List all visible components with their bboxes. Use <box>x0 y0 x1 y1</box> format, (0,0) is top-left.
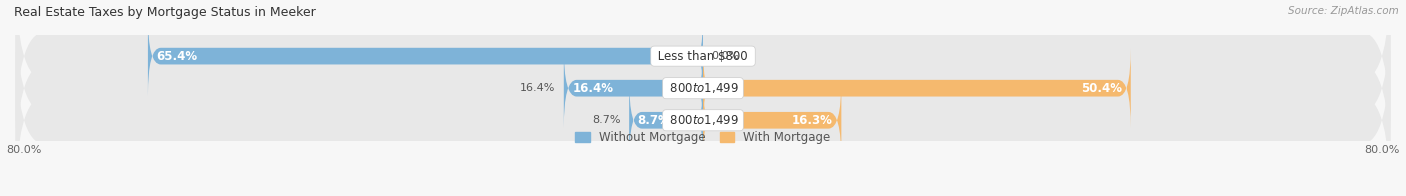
Text: Real Estate Taxes by Mortgage Status in Meeker: Real Estate Taxes by Mortgage Status in … <box>14 6 316 19</box>
Text: Source: ZipAtlas.com: Source: ZipAtlas.com <box>1288 6 1399 16</box>
Text: Less than $800: Less than $800 <box>654 50 752 63</box>
FancyBboxPatch shape <box>15 32 1391 196</box>
Text: 16.4%: 16.4% <box>572 82 613 95</box>
Text: 16.4%: 16.4% <box>520 83 555 93</box>
FancyBboxPatch shape <box>148 16 703 96</box>
Text: 8.7%: 8.7% <box>592 115 620 125</box>
Text: $800 to $1,499: $800 to $1,499 <box>666 113 740 127</box>
FancyBboxPatch shape <box>628 81 703 160</box>
Text: 65.4%: 65.4% <box>156 50 197 63</box>
FancyBboxPatch shape <box>703 81 841 160</box>
Legend: Without Mortgage, With Mortgage: Without Mortgage, With Mortgage <box>575 131 831 144</box>
FancyBboxPatch shape <box>15 0 1391 176</box>
FancyBboxPatch shape <box>564 48 703 128</box>
Text: 8.7%: 8.7% <box>638 114 671 127</box>
FancyBboxPatch shape <box>703 48 1130 128</box>
FancyBboxPatch shape <box>15 0 1391 144</box>
Text: 0.0%: 0.0% <box>711 51 740 61</box>
Text: 50.4%: 50.4% <box>1081 82 1122 95</box>
Text: 16.3%: 16.3% <box>792 114 832 127</box>
Text: $800 to $1,499: $800 to $1,499 <box>666 81 740 95</box>
